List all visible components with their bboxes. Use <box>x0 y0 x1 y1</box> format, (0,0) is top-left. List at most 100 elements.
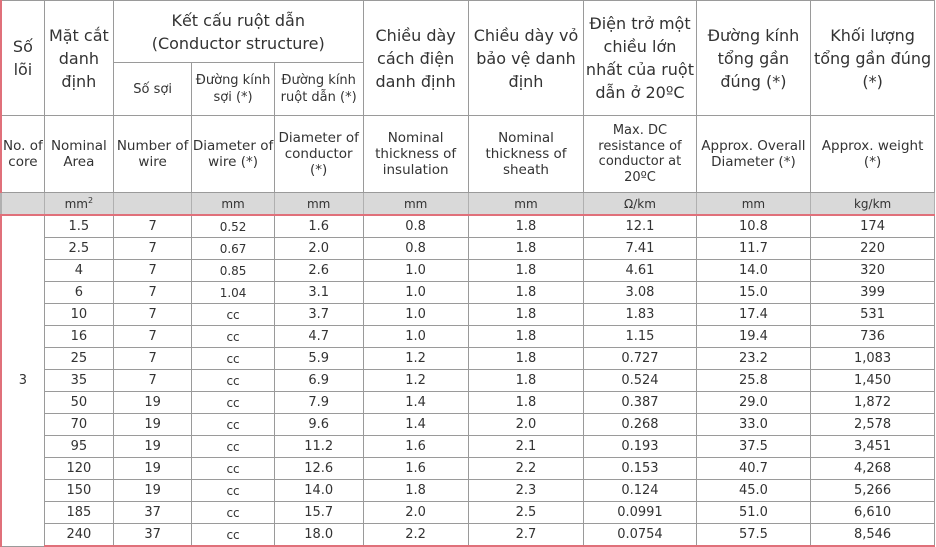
cell-resist: 1.15 <box>583 325 697 348</box>
cell-weight: 1,083 <box>810 347 935 370</box>
cell-weight: 320 <box>810 259 935 282</box>
unit-area: mm2 <box>43 192 114 216</box>
header-ket-cau: Kết cấu ruột dẫn (Conductor structure) <box>112 0 364 63</box>
cell-sheath: 2.5 <box>467 501 585 524</box>
cell-insul: 0.8 <box>362 214 469 238</box>
cell-area: 16 <box>43 325 114 348</box>
cell-dia-wire: cc <box>191 501 275 524</box>
cell-resist: 0.524 <box>583 369 697 392</box>
cell-wire: 19 <box>112 479 193 502</box>
table-row: 35 7 cc 6.9 1.2 1.8 0.524 25.8 1,450 <box>1 369 935 392</box>
cell-insul: 1.0 <box>362 325 469 348</box>
unit-insul: mm <box>362 192 469 216</box>
cell-dia-wire: cc <box>191 435 275 458</box>
cell-overall: 33.0 <box>695 413 812 436</box>
cell-dia-cond: 4.7 <box>273 325 364 348</box>
cell-weight: 399 <box>810 281 935 304</box>
cell-wire: 7 <box>112 281 193 304</box>
cell-weight: 1,450 <box>810 369 935 392</box>
cell-wire: 7 <box>112 325 193 348</box>
cell-area: 4 <box>43 259 114 282</box>
cell-overall: 40.7 <box>695 457 812 480</box>
cell-resist: 4.61 <box>583 259 697 282</box>
cell-sheath: 1.8 <box>467 214 585 238</box>
table-row: 25 7 cc 5.9 1.2 1.8 0.727 23.2 1,083 <box>1 347 935 370</box>
cell-wire: 19 <box>112 457 193 480</box>
table-row: 240 37 cc 18.0 2.2 2.7 0.0754 57.5 8,546 <box>1 523 935 547</box>
cell-wire: 7 <box>112 347 193 370</box>
unit-weight: kg/km <box>810 192 935 216</box>
cell-wire: 19 <box>112 391 193 414</box>
header-dk-tong: Đường kính tổng gần đúng (*) <box>695 0 812 116</box>
cell-dia-wire: cc <box>191 413 275 436</box>
cell-sheath: 2.1 <box>467 435 585 458</box>
cell-insul: 0.8 <box>362 237 469 260</box>
cell-wire: 7 <box>112 237 193 260</box>
cell-overall: 23.2 <box>695 347 812 370</box>
cell-wire: 7 <box>112 214 193 238</box>
cell-sheath: 2.7 <box>467 523 585 547</box>
unit-area-text: mm <box>64 196 88 211</box>
cell-insul: 1.0 <box>362 303 469 326</box>
cell-overall: 25.8 <box>695 369 812 392</box>
cell-resist: 1.83 <box>583 303 697 326</box>
cell-insul: 1.6 <box>362 435 469 458</box>
table-row: 4 7 0.85 2.6 1.0 1.8 4.61 14.0 320 <box>1 259 935 282</box>
table-row: 50 19 cc 7.9 1.4 1.8 0.387 29.0 1,872 <box>1 391 935 414</box>
cell-weight: 220 <box>810 237 935 260</box>
table-row: 185 37 cc 15.7 2.0 2.5 0.0991 51.0 6,610 <box>1 501 935 524</box>
cell-overall: 15.0 <box>695 281 812 304</box>
cell-insul: 1.4 <box>362 413 469 436</box>
cell-area: 2.5 <box>43 237 114 260</box>
cell-dia-wire: 0.85 <box>191 259 275 282</box>
cell-resist: 0.193 <box>583 435 697 458</box>
cell-area: 150 <box>43 479 114 502</box>
cell-dia-cond: 3.1 <box>273 281 364 304</box>
cell-wire: 7 <box>112 259 193 282</box>
table-row: 6 7 1.04 3.1 1.0 1.8 3.08 15.0 399 <box>1 281 935 304</box>
unit-sheath: mm <box>467 192 585 216</box>
cell-weight: 6,610 <box>810 501 935 524</box>
header-so-soi: Số sợi <box>112 62 193 116</box>
table-row: 10 7 cc 3.7 1.0 1.8 1.83 17.4 531 <box>1 303 935 326</box>
cell-resist: 0.124 <box>583 479 697 502</box>
table-row: 70 19 cc 9.6 1.4 2.0 0.268 33.0 2,578 <box>1 413 935 436</box>
table-row: 120 19 cc 12.6 1.6 2.2 0.153 40.7 4,268 <box>1 457 935 480</box>
cell-dia-wire: cc <box>191 391 275 414</box>
cell-overall: 14.0 <box>695 259 812 282</box>
cell-area: 50 <box>43 391 114 414</box>
cell-overall: 17.4 <box>695 303 812 326</box>
cell-insul: 2.0 <box>362 501 469 524</box>
table-row: 3 1.5 7 0.52 1.6 0.8 1.8 12.1 10.8 174 <box>0 214 935 547</box>
header-number-wire: Number of wire <box>112 115 193 193</box>
cell-wire: 37 <box>112 523 193 547</box>
unit-resist: Ω/km <box>583 192 697 216</box>
cell-area: 240 <box>43 523 114 547</box>
cell-overall: 37.5 <box>695 435 812 458</box>
cell-sheath: 1.8 <box>467 325 585 348</box>
cell-weight: 4,268 <box>810 457 935 480</box>
cell-dia-cond: 15.7 <box>273 501 364 524</box>
header-no-core: No. of core <box>0 115 45 193</box>
cell-area: 185 <box>43 501 114 524</box>
cell-sheath: 2.2 <box>467 457 585 480</box>
cell-sheath: 1.8 <box>467 303 585 326</box>
cell-area: 6 <box>43 281 114 304</box>
cell-dia-cond: 14.0 <box>273 479 364 502</box>
cell-weight: 531 <box>810 303 935 326</box>
cell-sheath: 1.8 <box>467 281 585 304</box>
header-dien-tro: Điện trở một chiều lớn nhất của ruột dẫn… <box>583 0 697 116</box>
cell-overall: 57.5 <box>695 523 812 547</box>
header-max-dc: Max. DC resistance of conductor at 20ºC <box>583 115 697 193</box>
cell-resist: 0.153 <box>583 457 697 480</box>
cell-insul: 1.8 <box>362 479 469 502</box>
cell-sheath: 1.8 <box>467 347 585 370</box>
cell-area: 1.5 <box>43 214 114 238</box>
cell-overall: 19.4 <box>695 325 812 348</box>
cell-dia-wire: cc <box>191 347 275 370</box>
header-ket-cau-vn: Kết cấu ruột dẫn <box>171 10 305 30</box>
cell-weight: 8,546 <box>810 523 935 547</box>
header-thick-insulation: Nominal thickness of insulation <box>362 115 469 193</box>
unit-core <box>0 192 45 216</box>
